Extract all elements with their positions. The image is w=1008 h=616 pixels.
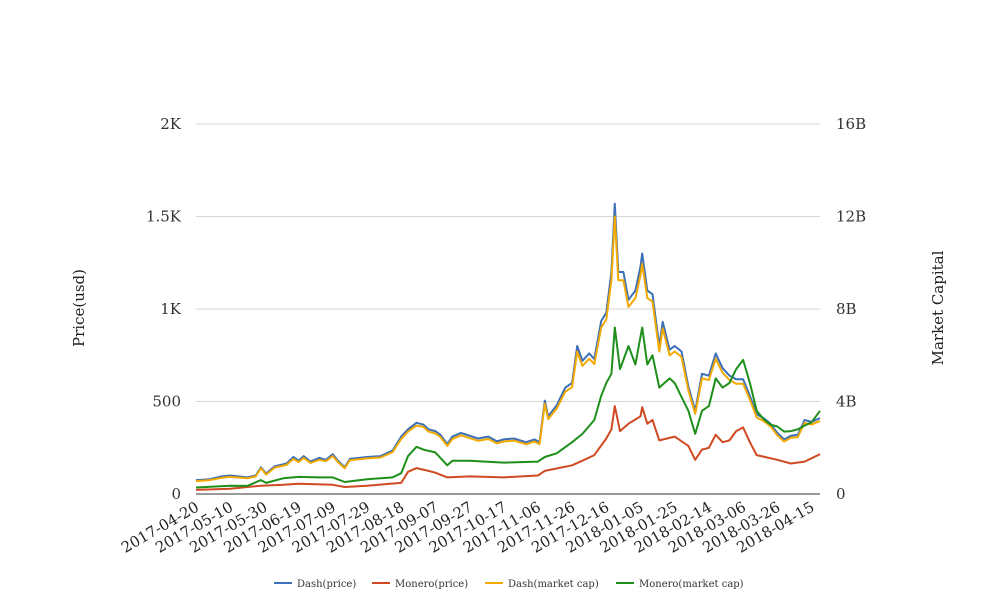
left-y-tick-label: 1.5K (146, 208, 182, 226)
right-axis-title: Market Capital (929, 250, 947, 365)
legend-label: Dash(market cap) (508, 579, 599, 590)
right-y-tick-label: 8B (836, 300, 857, 318)
right-y-axis: 0 4B 8B 12B 16B (836, 115, 866, 503)
right-y-tick-label: 4B (836, 393, 857, 411)
legend-label: Dash(price) (297, 579, 356, 590)
series-lines (195, 202, 821, 491)
left-y-axis: 0 500 1K 1.5K 2K (146, 115, 182, 503)
x-axis-ticks: 2017-04-202017-05-102017-05-302017-06-19… (118, 498, 817, 557)
left-y-tick-label: 500 (152, 393, 181, 411)
series-line-4 (195, 326, 821, 489)
legend: Dash(price) Monero(price) Dash(market cap)… (274, 579, 744, 590)
series-line-3 (195, 215, 821, 483)
right-y-tick-label: 0 (836, 485, 846, 503)
legend-label: Monero(market cap) (639, 579, 744, 590)
left-y-tick-label: 0 (171, 485, 181, 503)
left-axis-title: Price(usd) (70, 269, 88, 347)
left-y-tick-label: 1K (160, 300, 182, 318)
legend-label: Monero(price) (395, 579, 468, 590)
series-line-2 (195, 405, 821, 491)
right-y-tick-label: 12B (836, 208, 866, 226)
gridlines (196, 123, 820, 402)
right-y-tick-label: 16B (836, 115, 866, 133)
series-line-1 (195, 202, 821, 482)
left-y-tick-label: 2K (160, 115, 182, 133)
